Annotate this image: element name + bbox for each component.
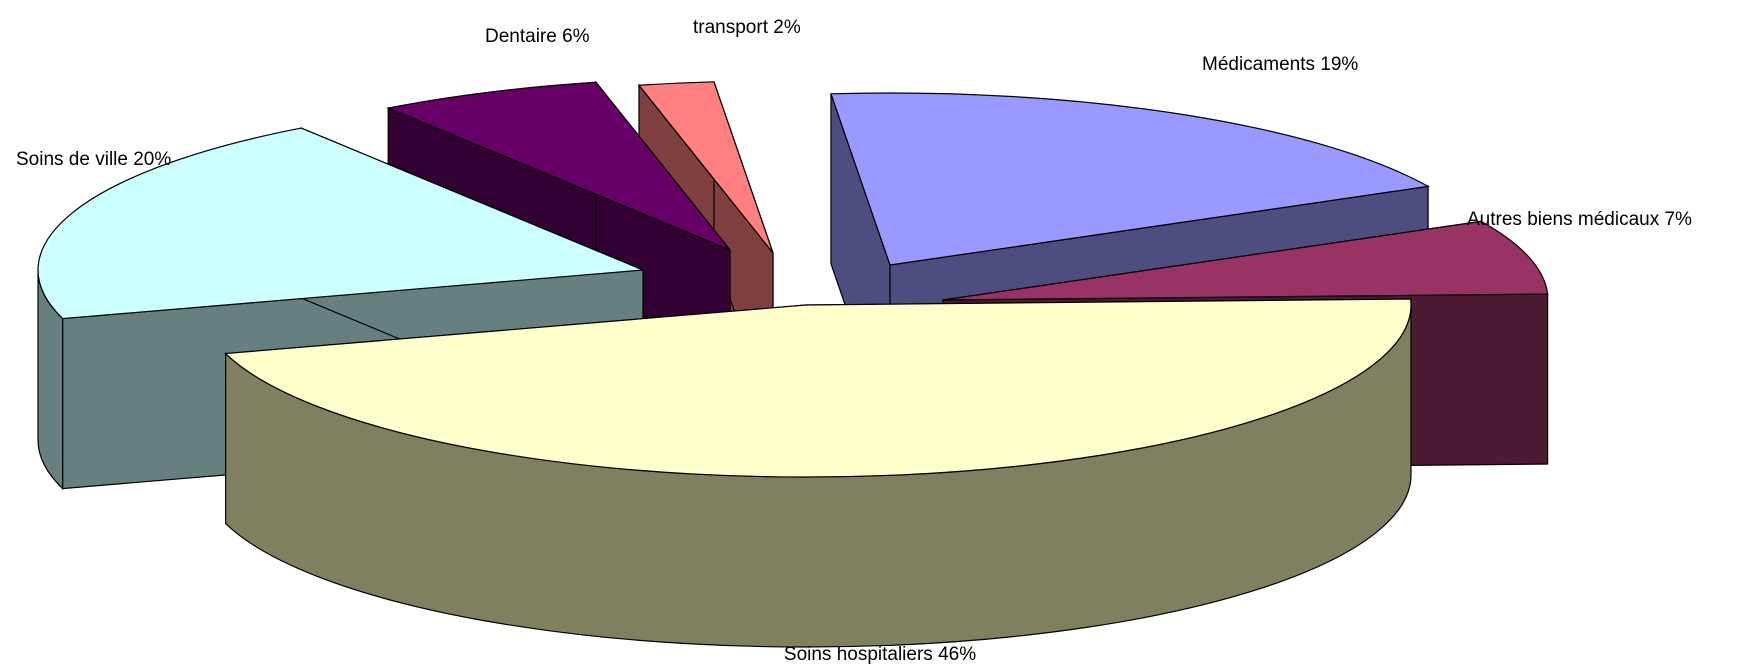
slice-top-face: [637, 81, 774, 254]
slice-top-face: [942, 220, 1549, 301]
slice-label-soins-de-ville: Soins de ville 20%: [16, 149, 171, 170]
slice-top-face: [386, 81, 731, 251]
slice-label-soins-hospitaliers: Soins hospitaliers 46%: [784, 644, 976, 665]
slice-top-face: [830, 92, 1430, 266]
slice-top-face: [37, 127, 644, 320]
slice-label-autres-biens-m-dicaux: Autres biens médicaux 7%: [1467, 209, 1692, 230]
slice-label-transport: transport 2%: [693, 17, 801, 38]
pie-slice-soins-hospitaliers: [224, 298, 1412, 648]
slice-label-dentaire: Dentaire 6%: [485, 26, 590, 47]
slice-label-m-dicaments: Médicaments 19%: [1202, 54, 1358, 75]
slice-top-face: [224, 298, 1412, 478]
